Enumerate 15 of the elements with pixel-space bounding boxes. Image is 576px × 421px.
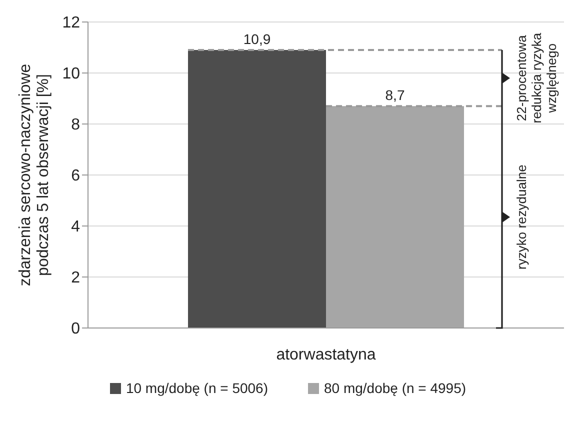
annotation: 22-procentowa redukcja ryzyka względnego [514,32,559,124]
y-tick-label: 12 [62,14,80,32]
legend-label: 10 mg/dobę (n = 5006) [124,380,268,396]
y-axis-title: zdarzenia sercowo-naczyniowe podczas 5 lat obserwacji [%] [17,64,52,286]
x-tick-label: atorwastatyna [276,346,376,364]
data-label: 10,9 [243,31,271,48]
annotation: ryzyko rezydualne [514,164,529,270]
y-tick-label: 4 [71,218,80,236]
y-tick-label: 10 [62,66,80,83]
y-tick-label: 6 [71,168,80,185]
legend-label: 80 mg/dobę (n = 4995) [323,380,466,396]
y-tick-label: 8 [71,116,80,134]
y-tick-label: 2 [71,270,80,287]
data-label: 8,7 [385,87,405,104]
y-tick-label: 0 [71,320,80,338]
